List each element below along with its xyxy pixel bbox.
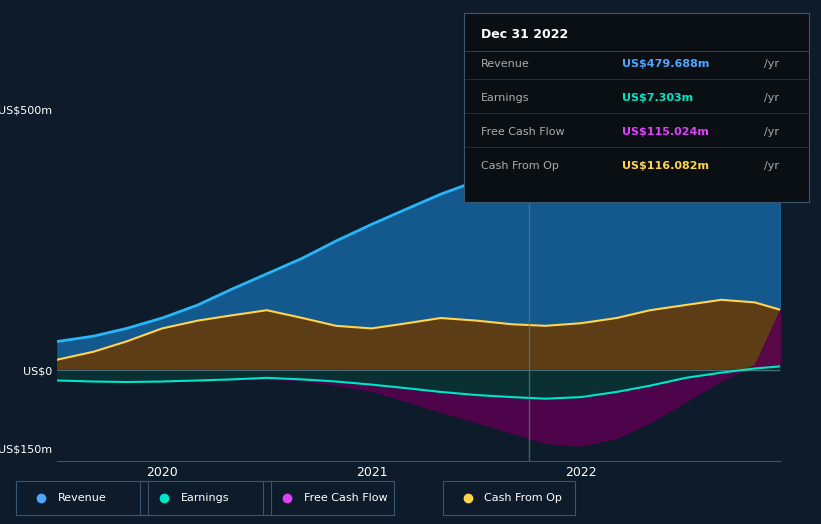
Text: Revenue: Revenue [481,59,530,69]
Text: Dec 31 2022: Dec 31 2022 [481,28,568,41]
Text: Cash From Op: Cash From Op [484,493,562,503]
Text: Earnings: Earnings [181,493,229,503]
Text: /yr: /yr [764,161,779,171]
Text: US$116.082m: US$116.082m [622,161,709,171]
Text: US$479.688m: US$479.688m [622,59,710,69]
Text: Cash From Op: Cash From Op [481,161,559,171]
Text: /yr: /yr [764,127,779,137]
Text: Free Cash Flow: Free Cash Flow [304,493,388,503]
Text: Earnings: Earnings [481,93,530,103]
Text: Past: Past [544,115,566,125]
Text: /yr: /yr [764,93,779,103]
Text: Revenue: Revenue [57,493,106,503]
Text: US$115.024m: US$115.024m [622,127,709,137]
Text: Free Cash Flow: Free Cash Flow [481,127,565,137]
Text: US$7.303m: US$7.303m [622,93,694,103]
Text: /yr: /yr [764,59,779,69]
